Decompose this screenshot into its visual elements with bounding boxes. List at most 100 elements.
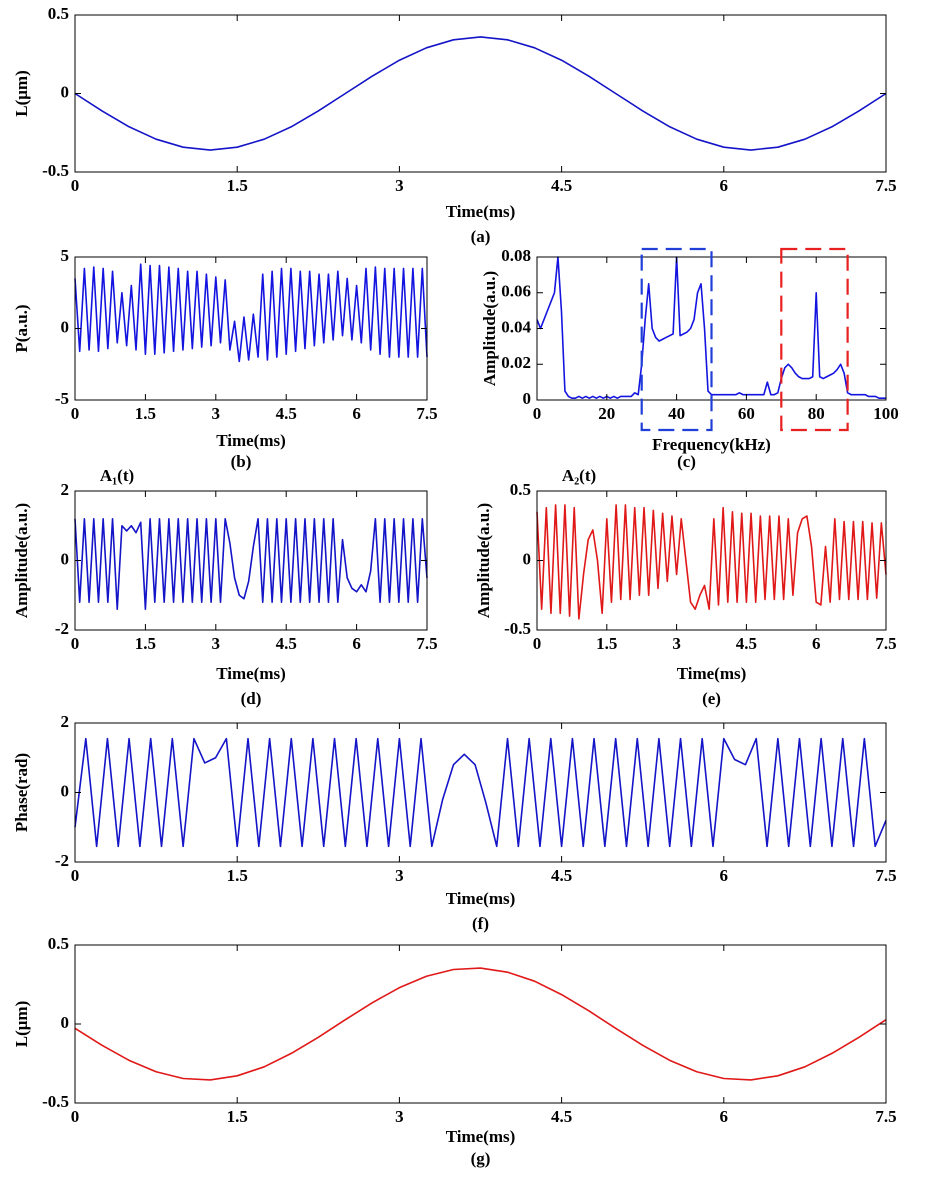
x-axis-label: Time(ms) [677, 664, 747, 683]
panel-caption: (f) [472, 914, 489, 933]
panel-caption: (a) [471, 227, 491, 246]
x-tick-label: 100 [873, 404, 899, 423]
x-tick-label: 3 [395, 866, 404, 885]
y-tick-label: -2 [55, 851, 69, 870]
data-line [536, 504, 887, 620]
panel-caption: (b) [231, 452, 252, 471]
x-tick-label: 4.5 [276, 404, 297, 423]
highlight-box [780, 247, 849, 432]
x-tick-label: 3 [395, 176, 404, 195]
x-tick-label: 0 [71, 866, 80, 885]
x-tick-label: 0 [71, 404, 80, 423]
data-line [74, 36, 887, 151]
y-tick-label: 0 [61, 549, 70, 568]
y-tick-label: 5 [61, 246, 70, 265]
y-tick-label: 0.04 [501, 317, 531, 336]
x-tick-label: 3 [212, 634, 221, 653]
x-axis-label: Time(ms) [446, 889, 516, 908]
y-tick-label: -5 [55, 389, 69, 408]
x-tick-label: 0 [533, 404, 542, 423]
y-axis-label: Phase(rad) [12, 753, 31, 832]
x-tick-label: 4.5 [551, 1107, 572, 1126]
y-tick-label: 2 [61, 712, 70, 731]
y-tick-label: -0.5 [42, 1092, 69, 1111]
data-line [74, 737, 887, 848]
x-tick-label: 40 [668, 404, 685, 423]
x-tick-label: 6 [352, 404, 361, 423]
data-line [74, 518, 428, 610]
x-tick-label: 20 [598, 404, 615, 423]
x-tick-label: 0 [533, 634, 542, 653]
y-tick-label: -0.5 [42, 161, 69, 180]
x-tick-label: 3 [395, 1107, 404, 1126]
x-tick-label: 7.5 [416, 404, 437, 423]
y-tick-label: 2 [61, 480, 70, 499]
x-tick-label: 1.5 [135, 634, 156, 653]
x-tick-label: 4.5 [276, 634, 297, 653]
x-axis-label: Time(ms) [446, 202, 516, 221]
panel-caption: (e) [702, 689, 721, 708]
panel-caption: (c) [677, 452, 696, 471]
x-tick-label: 1.5 [227, 1107, 248, 1126]
y-tick-label: 0 [523, 549, 532, 568]
x-tick-label: 7.5 [875, 176, 896, 195]
x-tick-label: 4.5 [551, 866, 572, 885]
y-axis-label: L(μm) [12, 1001, 31, 1047]
x-tick-label: 1.5 [227, 866, 248, 885]
y-tick-label: 0.5 [510, 480, 531, 499]
y-tick-label: 0.06 [501, 282, 531, 301]
x-tick-label: 4.5 [736, 634, 757, 653]
x-axis-label: Time(ms) [216, 431, 286, 450]
x-tick-label: 3 [212, 404, 221, 423]
x-tick-label: 7.5 [875, 634, 896, 653]
x-axis-label: Frequency(kHz) [652, 435, 771, 454]
y-axis-label: Amplitude(a.u.) [474, 503, 493, 618]
x-tick-label: 1.5 [596, 634, 617, 653]
x-tick-label: 1.5 [227, 176, 248, 195]
y-tick-label: 0 [61, 82, 70, 101]
panel-title: A₁(t) [100, 466, 134, 485]
x-tick-label: 6 [720, 176, 729, 195]
y-tick-label: 0 [61, 1013, 70, 1032]
y-tick-label: 0.5 [48, 934, 69, 953]
y-tick-label: -2 [55, 619, 69, 638]
data-line [74, 967, 887, 1081]
x-tick-label: 7.5 [875, 1107, 896, 1126]
axes-background [75, 15, 886, 172]
data-line [74, 263, 428, 363]
x-tick-label: 0 [71, 176, 80, 195]
highlight-box [640, 247, 713, 432]
x-tick-label: 6 [352, 634, 361, 653]
y-axis-label: L(μm) [12, 70, 31, 116]
panel-caption: (g) [471, 1149, 491, 1168]
x-tick-label: 6 [812, 634, 821, 653]
x-axis-label: Time(ms) [216, 664, 286, 683]
y-tick-label: 0.5 [48, 4, 69, 23]
axes-background [75, 723, 886, 862]
x-tick-label: 80 [808, 404, 825, 423]
x-tick-label: 3 [672, 634, 681, 653]
data-line [536, 256, 886, 400]
x-tick-label: 1.5 [135, 404, 156, 423]
x-tick-label: 0 [71, 634, 80, 653]
y-tick-label: -0.5 [504, 619, 531, 638]
y-axis-label: Amplitude(a.u.) [12, 503, 31, 618]
y-tick-label: 0 [61, 781, 70, 800]
axes-background [75, 945, 886, 1103]
panel-caption: (d) [241, 689, 262, 708]
x-tick-label: 0 [71, 1107, 80, 1126]
x-tick-label: 4.5 [551, 176, 572, 195]
x-tick-label: 7.5 [416, 634, 437, 653]
y-axis-label: Amplitude(a.u.) [480, 271, 499, 386]
y-tick-label: 0 [523, 389, 532, 408]
x-axis-label: Time(ms) [446, 1127, 516, 1146]
x-tick-label: 7.5 [875, 866, 896, 885]
panel-title: A₂(t) [562, 466, 596, 485]
y-tick-label: 0.02 [501, 353, 531, 372]
y-tick-label: 0.08 [501, 246, 531, 265]
x-tick-label: 60 [738, 404, 755, 423]
y-tick-label: 0 [61, 317, 70, 336]
y-axis-label: P(a.u.) [12, 304, 31, 352]
x-tick-label: 6 [720, 1107, 729, 1126]
